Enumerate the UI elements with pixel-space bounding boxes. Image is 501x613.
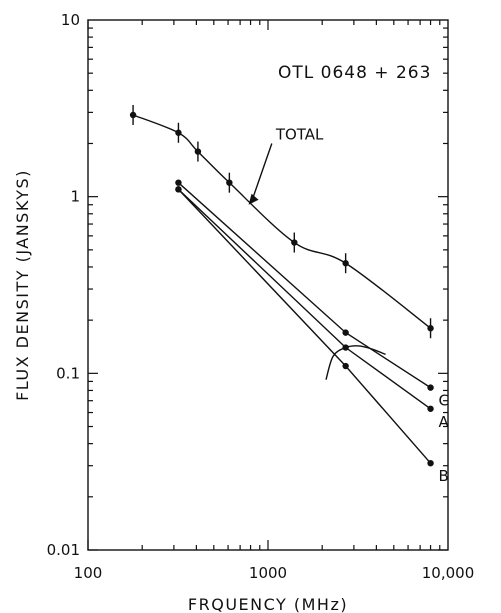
y-axis-label: FLUX DENSITY (JANSKYS) bbox=[13, 169, 32, 401]
data-point-total bbox=[129, 111, 137, 119]
data-point-c bbox=[427, 384, 434, 391]
data-point-total bbox=[291, 239, 298, 246]
x-tick-label: 10,000 bbox=[422, 564, 475, 582]
y-tick-label: 1 bbox=[70, 188, 80, 206]
data-point-total bbox=[226, 179, 233, 186]
x-tick-label: 1000 bbox=[249, 564, 287, 582]
annotation-arrow-head bbox=[248, 193, 259, 205]
data-points bbox=[129, 111, 434, 467]
series-label-c: C bbox=[439, 392, 449, 410]
data-point-b bbox=[342, 362, 349, 370]
tick-labels: 100 1000 10,000 10 1 0.1 0.01 bbox=[47, 11, 475, 582]
series-line-c bbox=[177, 182, 431, 389]
data-point-b bbox=[427, 459, 434, 467]
data-point-total bbox=[427, 325, 434, 332]
turnover-curve bbox=[325, 345, 386, 380]
axis-ticks bbox=[87, 20, 448, 551]
data-point-c bbox=[342, 329, 349, 336]
series-label-a: A bbox=[439, 413, 450, 431]
x-tick-label: 100 bbox=[74, 564, 103, 582]
annotation-arrow-line bbox=[250, 143, 273, 202]
x-axis-label: FRQUENCY (MHz) bbox=[188, 595, 348, 613]
data-point-total bbox=[194, 148, 202, 155]
y-tick-label: 10 bbox=[61, 11, 80, 29]
data-point-a bbox=[427, 405, 434, 412]
data-point-a bbox=[342, 344, 349, 351]
chart-title: OTL 0648 + 263 bbox=[278, 63, 431, 83]
series-line-total bbox=[132, 114, 431, 329]
y-tick-label: 0.01 bbox=[47, 541, 80, 559]
series-line-b bbox=[177, 188, 432, 464]
data-point-b bbox=[175, 186, 182, 193]
annotation-total-label: TOTAL bbox=[275, 125, 324, 143]
data-point-c bbox=[175, 179, 182, 186]
series-label-b: B bbox=[439, 467, 449, 485]
series-lines bbox=[132, 114, 432, 464]
series-labels: CA B TOTAL bbox=[248, 125, 450, 485]
data-point-total bbox=[175, 129, 182, 136]
y-tick-label: 0.1 bbox=[56, 364, 80, 382]
data-point-total bbox=[342, 260, 349, 267]
